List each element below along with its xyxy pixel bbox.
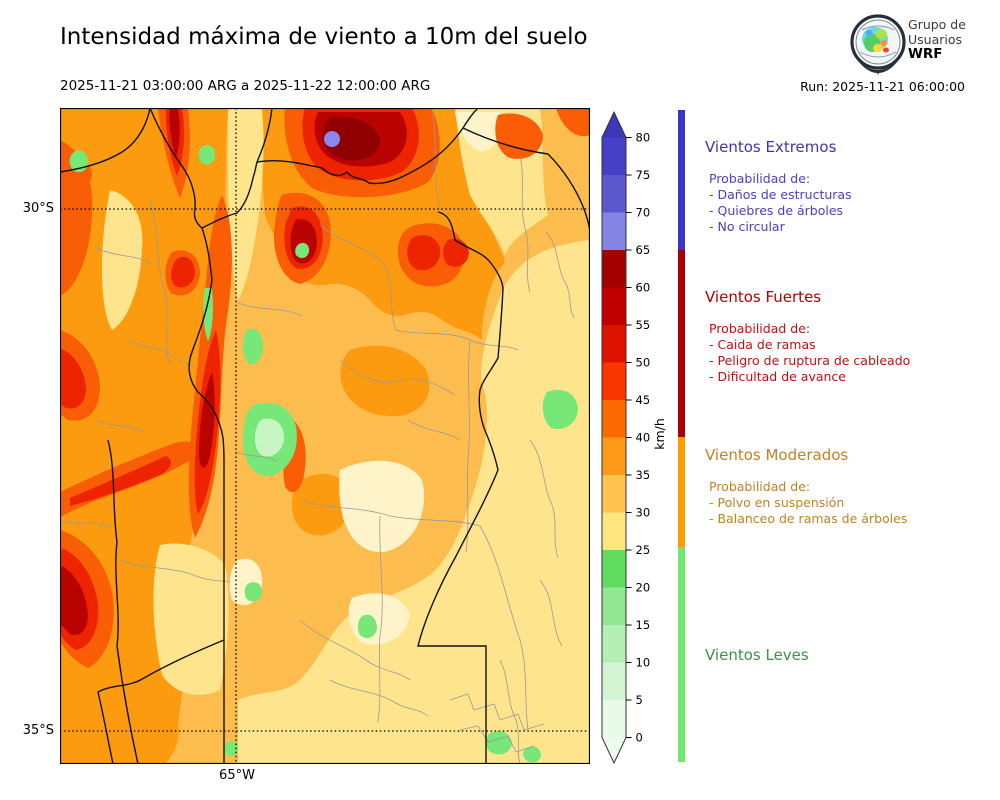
colorbar-tick-label: 35 [636,468,651,482]
colorbar-tick-label: 55 [636,318,651,332]
lon-label-65w: 65°W [219,768,255,783]
colorbar-segment [602,250,626,288]
wind-intensity-map [60,108,590,764]
colorbar-ticks: 0 5 10 15 20 25 30 35 40 45 50 55 60 65 70 75 80 [626,131,650,745]
colorbar-tick-label: 20 [636,581,651,595]
wind-speed-colorbar: 0 5 10 15 20 25 30 35 40 45 50 55 60 65 70 75 80 km/h [601,110,667,765]
legend-title-leves: Vientos Leves [705,646,809,664]
colorbar-segment [602,700,626,738]
colorbar-tick-label: 5 [636,693,643,707]
colorbar-tick-label: 0 [636,731,643,745]
logo-line-wrf: WRF [908,46,943,62]
legend-title-extremos: Vientos Extremos [705,138,837,156]
colorbar-tick-label: 45 [636,393,651,407]
logo-line-2: Usuarios [908,32,963,47]
colorbar-tick-label: 50 [636,356,651,370]
colorbar-tick-label: 15 [636,618,651,632]
colorbar-segment [602,550,626,588]
colorbar-segment [602,175,626,213]
department-boundaries [60,108,575,764]
legend-item: - Daños de estructuras [709,187,852,202]
legend-title-moderados: Vientos Moderados [705,446,849,464]
colorbar-segment [602,137,626,175]
page-title: Intensidad máxima de viento a 10m del su… [60,24,588,50]
colorbar-segment [602,212,626,250]
logo-text: Grupo de Usuarios WRF [908,17,966,62]
legend-prob-label: Probabilidad de: [709,321,811,336]
colorbar-arrow-bottom [602,737,626,763]
legend-item: - No circular [709,219,785,234]
colorbar-segment [602,437,626,475]
legend-title-fuertes: Vientos Fuertes [705,288,822,306]
colorbar-tick-label: 65 [636,243,651,257]
legend-body-moderados: Probabilidad de: - Polvo en suspensión -… [709,479,907,527]
colorbar-segment [602,512,626,550]
colorbar-segment [602,587,626,625]
colorbar-segment [602,362,626,400]
colorbar-segment [602,287,626,325]
logo-line-1: Grupo de [908,17,966,32]
graticule-lines [60,108,590,764]
colorbar-tick-label: 75 [636,168,651,182]
lat-label-35s: 35°S [22,723,54,738]
colorbar-tick-label: 30 [636,506,651,520]
colorbar-segments [602,137,626,738]
map-frame [60,108,590,764]
colorbar-unit-label: km/h [652,418,667,450]
category-bar-leves [678,547,685,762]
legend-prob-label: Probabilidad de: [709,479,811,494]
colorbar-tick-label: 40 [636,431,651,445]
wind-zone-light-green [255,418,284,457]
wrf-users-group-logo [848,12,998,76]
extreme-wind-core [324,131,340,147]
legend-body-fuertes: Probabilidad de: - Caida de ramas - Peli… [709,321,910,385]
legend-body-extremos: Probabilidad de: - Daños de estructuras … [709,171,852,235]
wind-zone-darkest-red [322,117,380,161]
colorbar-segment [602,625,626,663]
colorbar-segment [602,325,626,363]
category-bar-extremos [678,110,685,250]
colorbar-arrow-top [602,112,626,138]
colorbar-tick-label: 70 [636,206,651,220]
category-bar-fuertes [678,250,685,437]
colorbar-tick-label: 25 [636,543,651,557]
colorbar-segment [602,475,626,513]
legend-item: - Polvo en suspensión [709,495,845,510]
legend-item: - Caida de ramas [709,337,816,352]
legend-item: - Balanceo de ramas de árboles [709,511,908,526]
legend-item: - Peligro de ruptura de cableado [709,353,911,368]
lat-label-30s: 30°S [22,201,54,216]
forecast-period: 2025-11-21 03:00:00 ARG a 2025-11-22 12:… [60,78,431,94]
colorbar-segment [602,662,626,700]
colorbar-segment [602,400,626,438]
model-run-timestamp: Run: 2025-11-21 06:00:00 [800,79,965,94]
colorbar-tick-label: 60 [636,281,651,295]
globe-emblem-icon [850,14,906,75]
category-bar-moderados [678,437,685,547]
legend-item: - Quiebres de árboles [709,203,844,218]
colorbar-tick-label: 10 [636,656,651,670]
legend-prob-label: Probabilidad de: [709,171,811,186]
legend-item: - Dificultad de avance [709,369,846,384]
colorbar-tick-label: 80 [636,131,651,145]
province-boundaries [60,108,590,764]
category-color-bar [678,110,685,762]
